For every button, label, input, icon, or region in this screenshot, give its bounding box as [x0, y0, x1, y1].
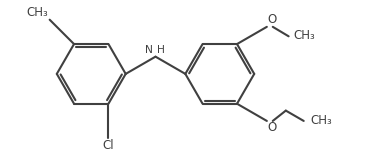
Text: CH₃: CH₃ [310, 114, 332, 127]
Text: CH₃: CH₃ [27, 6, 49, 19]
Text: CH₃: CH₃ [293, 29, 315, 42]
Text: O: O [267, 121, 277, 135]
Text: N: N [145, 45, 153, 55]
Text: O: O [267, 13, 277, 26]
Text: H: H [157, 45, 165, 55]
Text: Cl: Cl [103, 139, 114, 152]
